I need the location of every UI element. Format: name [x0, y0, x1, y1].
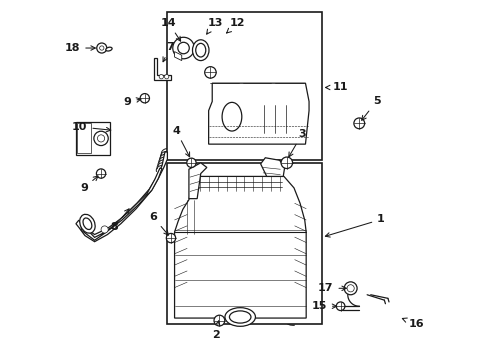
Polygon shape: [76, 152, 167, 242]
Circle shape: [140, 94, 149, 103]
Text: 2: 2: [211, 321, 220, 340]
Text: 15: 15: [311, 301, 336, 311]
Circle shape: [281, 157, 292, 168]
Ellipse shape: [83, 218, 92, 230]
Circle shape: [186, 158, 196, 167]
Circle shape: [346, 285, 353, 292]
Circle shape: [164, 75, 168, 79]
Text: 11: 11: [325, 82, 347, 93]
Circle shape: [353, 118, 364, 129]
Circle shape: [97, 43, 106, 53]
Text: 3: 3: [288, 129, 305, 157]
Circle shape: [336, 302, 344, 311]
Circle shape: [172, 37, 194, 59]
Text: 9: 9: [123, 97, 141, 107]
Text: 6: 6: [148, 212, 168, 235]
Text: 10: 10: [72, 122, 111, 132]
Bar: [167, 12, 321, 160]
Text: 14: 14: [161, 18, 180, 41]
Ellipse shape: [80, 214, 95, 233]
Circle shape: [96, 169, 105, 178]
Text: 8: 8: [110, 209, 129, 232]
Polygon shape: [208, 83, 308, 144]
Circle shape: [214, 315, 224, 326]
Ellipse shape: [229, 311, 250, 323]
Text: 1: 1: [325, 215, 384, 237]
Bar: [77, 123, 90, 153]
Bar: [167, 163, 321, 324]
Ellipse shape: [105, 47, 112, 51]
Text: 18: 18: [64, 43, 95, 53]
Polygon shape: [154, 58, 171, 80]
Circle shape: [100, 46, 104, 50]
Text: 17: 17: [317, 283, 346, 293]
Text: 9: 9: [80, 176, 98, 193]
Polygon shape: [260, 158, 284, 176]
Text: 16: 16: [402, 318, 424, 329]
Circle shape: [159, 75, 163, 79]
Ellipse shape: [224, 308, 255, 326]
Circle shape: [166, 233, 175, 243]
Ellipse shape: [192, 40, 208, 60]
Text: 12: 12: [226, 18, 245, 33]
Circle shape: [97, 135, 104, 142]
Bar: [76, 122, 110, 155]
Polygon shape: [81, 168, 162, 240]
Ellipse shape: [195, 43, 205, 57]
Text: 7: 7: [163, 42, 174, 62]
Circle shape: [204, 67, 216, 78]
Text: 13: 13: [206, 18, 222, 34]
Circle shape: [344, 282, 356, 295]
Circle shape: [178, 42, 189, 54]
Text: 4: 4: [172, 126, 189, 157]
Polygon shape: [188, 163, 206, 199]
Text: 5: 5: [361, 96, 380, 120]
Polygon shape: [174, 51, 182, 60]
Polygon shape: [174, 176, 305, 318]
Circle shape: [101, 226, 108, 233]
Ellipse shape: [222, 102, 241, 131]
Circle shape: [94, 131, 108, 145]
